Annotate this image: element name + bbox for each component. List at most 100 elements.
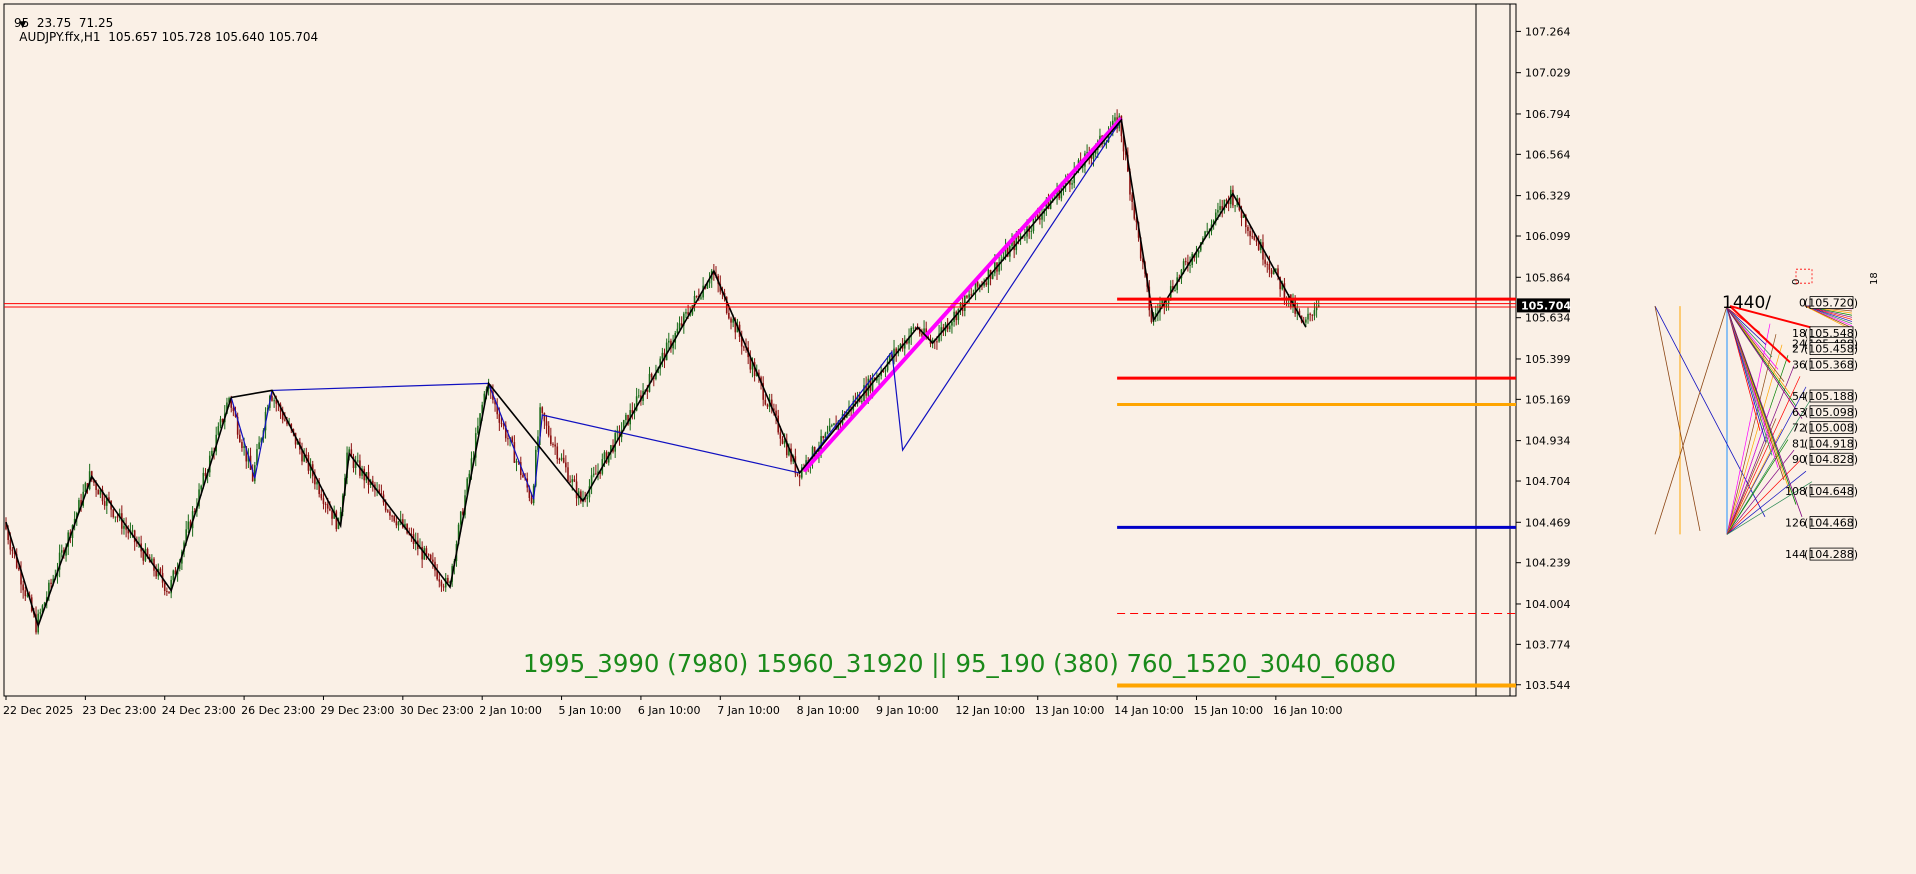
candle-body bbox=[783, 440, 786, 444]
candle-body bbox=[700, 297, 702, 299]
candle-body bbox=[1142, 258, 1144, 263]
candle-body bbox=[395, 521, 398, 526]
candle-body bbox=[1114, 117, 1116, 121]
candle-body bbox=[1094, 149, 1097, 154]
candle-body bbox=[281, 412, 284, 420]
candle-body bbox=[871, 377, 874, 391]
candle-body bbox=[886, 361, 889, 371]
candle-body bbox=[1307, 313, 1309, 320]
fan-label-price: (104.468) bbox=[1804, 516, 1858, 529]
watermark-text: 1995_3990 (7980) 15960_31920 || 95_190 (… bbox=[523, 649, 1396, 678]
candle-body bbox=[440, 581, 443, 587]
candle-body bbox=[1090, 156, 1093, 159]
candle-body bbox=[749, 357, 752, 370]
candle-body bbox=[790, 448, 792, 462]
candle-body bbox=[226, 402, 228, 414]
candle-body bbox=[916, 328, 919, 330]
candle-body bbox=[228, 398, 230, 403]
candle-body bbox=[921, 333, 923, 336]
candle-body bbox=[734, 318, 737, 333]
candle-body bbox=[1245, 215, 1247, 228]
y-tick-label: 105.399 bbox=[1525, 353, 1571, 366]
candle-body bbox=[275, 400, 278, 404]
candle-body bbox=[301, 449, 303, 462]
candle-body bbox=[646, 390, 649, 392]
fan-label-ratio: 24 bbox=[1792, 337, 1806, 350]
candle-body bbox=[683, 313, 685, 326]
candle-body bbox=[689, 314, 692, 316]
candle-body bbox=[504, 425, 507, 439]
candle-body bbox=[1017, 235, 1020, 239]
y-tick-label: 107.264 bbox=[1525, 25, 1571, 38]
candle-body bbox=[247, 455, 250, 462]
candle-body bbox=[949, 325, 951, 330]
candle-body bbox=[50, 582, 52, 585]
candle-body bbox=[243, 446, 245, 448]
candle-body bbox=[762, 383, 764, 400]
fan-label-ratio: 90 bbox=[1792, 453, 1806, 466]
candle-body bbox=[800, 467, 803, 478]
candle-body bbox=[1214, 212, 1217, 221]
collapse-triangle-icon[interactable]: ▼ bbox=[19, 20, 27, 30]
candle-body bbox=[174, 570, 177, 575]
x-tick-label: 24 Dec 23:00 bbox=[162, 704, 236, 717]
candle-body bbox=[592, 473, 595, 476]
current-price-tag bbox=[1517, 298, 1570, 313]
candle-body bbox=[627, 414, 629, 425]
y-tick-label: 104.934 bbox=[1525, 435, 1571, 448]
candle-body bbox=[522, 475, 524, 478]
fan-line bbox=[1726, 307, 1773, 358]
candle-body bbox=[770, 399, 773, 409]
candle-body bbox=[326, 504, 329, 509]
candle-body bbox=[1313, 310, 1316, 316]
candle-body bbox=[590, 475, 593, 487]
fan-label-ratio: 54 bbox=[1792, 390, 1806, 403]
candle-body bbox=[599, 471, 601, 474]
y-tick-label: 104.704 bbox=[1525, 475, 1571, 488]
candle-body bbox=[11, 549, 14, 552]
candle-body bbox=[1122, 136, 1125, 152]
candle-body bbox=[668, 340, 670, 343]
candle-body bbox=[562, 457, 565, 463]
fan-line bbox=[1726, 365, 1795, 535]
candle-body bbox=[316, 481, 318, 485]
candle-body bbox=[284, 419, 286, 421]
y-tick-label: 106.564 bbox=[1525, 148, 1571, 161]
candle-body bbox=[380, 493, 383, 495]
candle-body bbox=[1311, 314, 1314, 316]
x-tick-label: 2 Jan 10:00 bbox=[479, 704, 542, 717]
fan-label-ratio: 27 bbox=[1792, 343, 1806, 356]
candle-body bbox=[371, 480, 374, 485]
candle-body bbox=[1249, 230, 1251, 237]
candle-body bbox=[466, 478, 468, 496]
candle-body bbox=[1139, 237, 1142, 259]
candle-body bbox=[665, 342, 668, 361]
candle-body bbox=[730, 318, 732, 323]
candle-body bbox=[584, 498, 586, 500]
fan-label-box bbox=[1809, 516, 1854, 529]
candle-body bbox=[835, 423, 837, 430]
candle-body bbox=[1184, 261, 1187, 263]
candle-body bbox=[537, 436, 539, 450]
candle-body bbox=[676, 328, 679, 334]
candle-body bbox=[251, 469, 254, 482]
candle-body bbox=[1071, 183, 1073, 185]
candle-body bbox=[970, 294, 973, 296]
candle-body bbox=[983, 282, 985, 286]
fan-label-ratio: 144 bbox=[1785, 548, 1806, 561]
candle-body bbox=[294, 432, 297, 445]
candle-body bbox=[136, 542, 138, 544]
candle-body bbox=[1212, 220, 1215, 225]
candle-body bbox=[24, 590, 27, 597]
fan-label-ratio: 126 bbox=[1785, 516, 1806, 529]
y-tick-label: 104.469 bbox=[1525, 516, 1571, 529]
candle-body bbox=[329, 508, 331, 511]
candle-body bbox=[13, 551, 16, 555]
candle-body bbox=[586, 497, 589, 500]
candle-body bbox=[1099, 135, 1101, 141]
candle-body bbox=[766, 404, 769, 407]
fan-label-box bbox=[1809, 389, 1854, 403]
candle-body bbox=[200, 485, 202, 490]
